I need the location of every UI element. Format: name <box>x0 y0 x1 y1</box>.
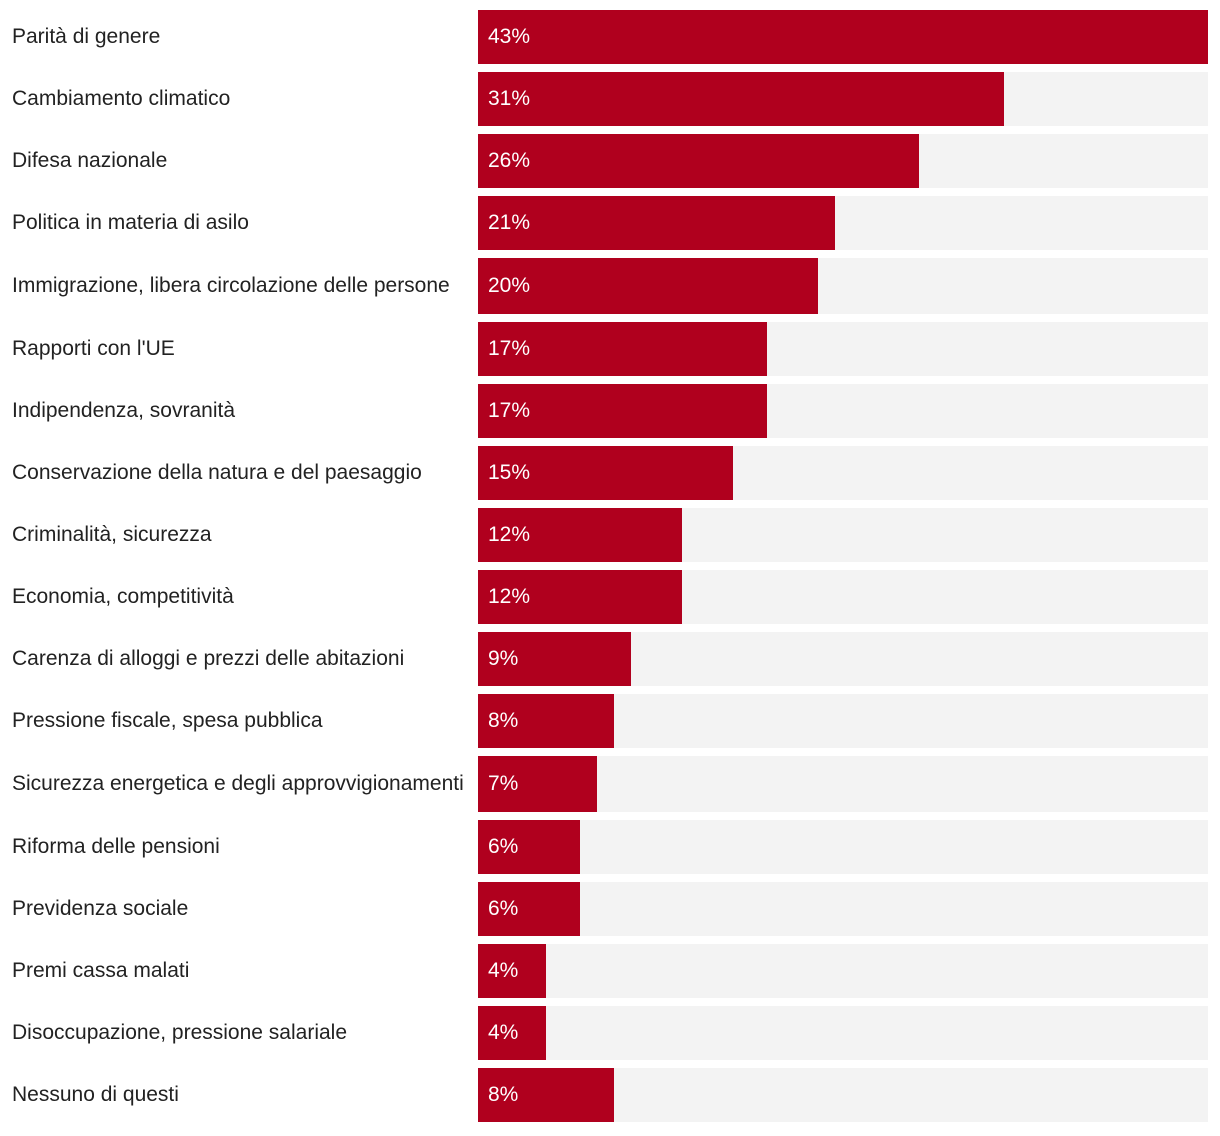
value-label: 17% <box>488 399 531 422</box>
bar <box>478 1006 546 1060</box>
bar <box>478 508 682 562</box>
category-label: Parità di genere <box>12 25 161 48</box>
bar-row: Difesa nazionale 26% <box>0 134 1220 188</box>
bar-row: Riforma delle pensioni 6% <box>0 820 1220 874</box>
category-label: Rapporti con l'UE <box>12 337 175 360</box>
category-label: Economia, competitività <box>12 585 234 608</box>
value-label: 15% <box>488 461 531 484</box>
category-label: Premi cassa malati <box>12 959 190 982</box>
category-label: Cambiamento climatico <box>12 87 231 110</box>
bar-track: 43% <box>478 10 1208 64</box>
value-label: 12% <box>488 585 531 608</box>
bar-track: 12% <box>478 570 1208 624</box>
bar-track: 26% <box>478 134 1208 188</box>
value-label: 43% <box>488 25 531 48</box>
bar-row: Carenza di alloggi e prezzi delle abitaz… <box>0 632 1220 686</box>
bar-track: 4% <box>478 1006 1208 1060</box>
bar <box>478 1068 614 1122</box>
bar <box>478 446 733 500</box>
bar <box>478 944 546 998</box>
bar <box>478 694 614 748</box>
bar-track: 9% <box>478 632 1208 686</box>
bar-row: Criminalità, sicurezza 12% <box>0 508 1220 562</box>
category-label: Pressione fiscale, spesa pubblica <box>12 709 323 732</box>
value-label: 8% <box>488 1083 519 1106</box>
bar-row: Premi cassa malati 4% <box>0 944 1220 998</box>
bar-row: Rapporti con l'UE 17% <box>0 322 1220 376</box>
bar-row: Economia, competitività 12% <box>0 570 1220 624</box>
bar-track: 7% <box>478 756 1208 812</box>
value-label: 31% <box>488 87 531 110</box>
bar <box>478 72 1005 126</box>
value-label: 21% <box>488 211 531 234</box>
bar <box>478 820 580 874</box>
bar <box>478 134 920 188</box>
bar <box>478 258 818 314</box>
bar-row: Pressione fiscale, spesa pubblica 8% <box>0 694 1220 748</box>
bar-track: 15% <box>478 446 1208 500</box>
bar-track: 17% <box>478 322 1208 376</box>
bar-track: 6% <box>478 820 1208 874</box>
bar-row: Parità di genere 43% <box>0 10 1220 64</box>
bar-track: 8% <box>478 1068 1208 1122</box>
bar <box>478 882 580 936</box>
value-label: 4% <box>488 1021 519 1044</box>
value-label: 26% <box>488 149 531 172</box>
category-label: Conservazione della natura e del paesagg… <box>12 461 422 484</box>
bar <box>478 632 631 686</box>
bar-row: Nessuno di questi 8% <box>0 1068 1220 1122</box>
category-label: Riforma delle pensioni <box>12 835 220 858</box>
bar <box>478 196 835 250</box>
category-label: Indipendenza, sovranità <box>12 399 235 422</box>
category-label: Immigrazione, libera circolazione delle … <box>12 274 450 297</box>
bar <box>478 322 767 376</box>
value-label: 6% <box>488 897 519 920</box>
bar <box>478 10 1208 64</box>
category-label: Previdenza sociale <box>12 897 189 920</box>
bar-row: Indipendenza, sovranità 17% <box>0 384 1220 438</box>
value-label: 4% <box>488 959 519 982</box>
value-label: 9% <box>488 647 519 670</box>
bar-row: Politica in materia di asilo 21% <box>0 196 1220 250</box>
bar-track: 21% <box>478 196 1208 250</box>
value-label: 7% <box>488 772 519 795</box>
bar-track: 17% <box>478 384 1208 438</box>
value-label: 6% <box>488 835 519 858</box>
bar-track: 20% <box>478 258 1208 314</box>
value-label: 8% <box>488 709 519 732</box>
value-label: 12% <box>488 523 531 546</box>
bar <box>478 384 767 438</box>
value-label: 20% <box>488 274 531 297</box>
bar-row: Conservazione della natura e del paesagg… <box>0 446 1220 500</box>
category-label: Carenza di alloggi e prezzi delle abitaz… <box>12 647 405 670</box>
bar-track: 8% <box>478 694 1208 748</box>
bar-row: Disoccupazione, pressione salariale 4% <box>0 1006 1220 1060</box>
category-label: Difesa nazionale <box>12 149 168 172</box>
bar <box>478 570 682 624</box>
category-label: Disoccupazione, pressione salariale <box>12 1021 348 1044</box>
bar-row: Previdenza sociale 6% <box>0 882 1220 936</box>
bar-track: 6% <box>478 882 1208 936</box>
bar-row: Cambiamento climatico 31% <box>0 72 1220 126</box>
bar-track: 12% <box>478 508 1208 562</box>
bar <box>478 756 597 812</box>
value-label: 17% <box>488 337 531 360</box>
category-label: Criminalità, sicurezza <box>12 523 212 546</box>
bar-track: 4% <box>478 944 1208 998</box>
category-label: Politica in materia di asilo <box>12 211 249 234</box>
bar-row: Immigrazione, libera circolazione delle … <box>0 258 1220 314</box>
category-label: Nessuno di questi <box>12 1083 179 1106</box>
bar-row: Sicurezza energetica e degli approvvigio… <box>0 756 1220 812</box>
category-label: Sicurezza energetica e degli approvvigio… <box>12 772 464 795</box>
bar-track: 31% <box>478 72 1208 126</box>
